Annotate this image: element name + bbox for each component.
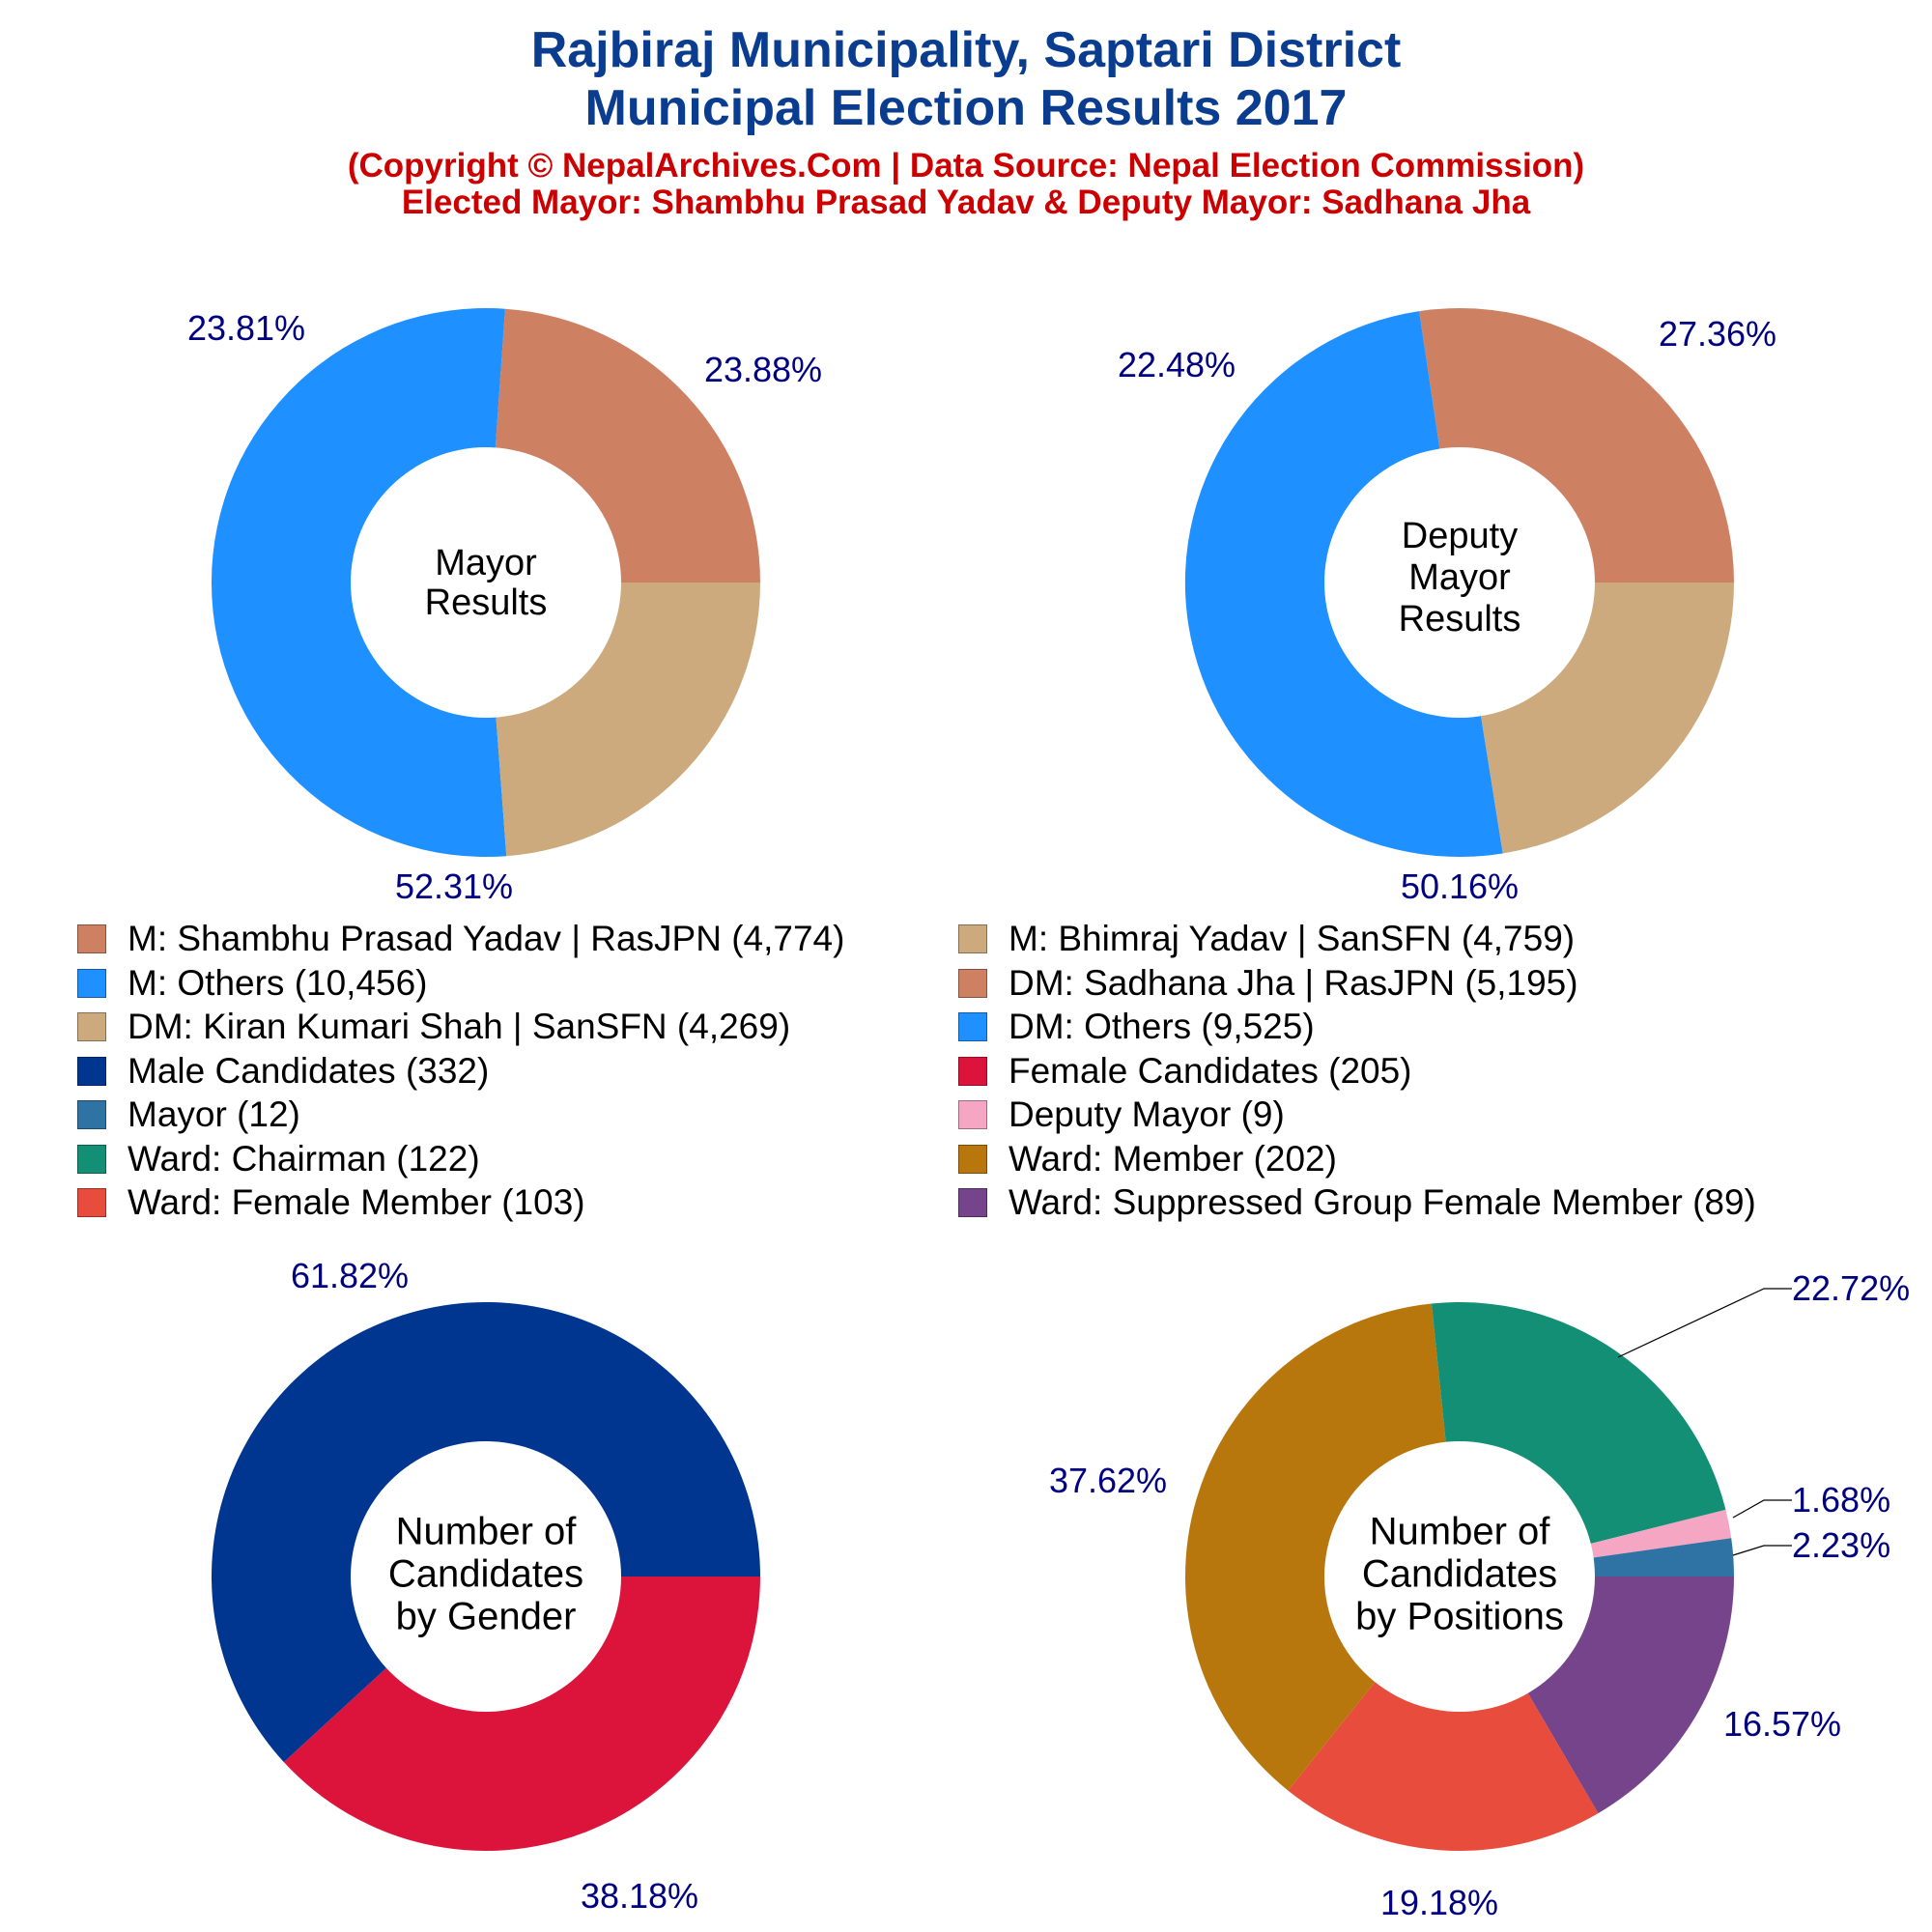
legend-swatch <box>77 924 106 953</box>
legend-item: M: Bhimraj Yadav | SanSFN (4,759) <box>958 919 1576 958</box>
legend-label: Mayor (12) <box>128 1094 300 1134</box>
percent-label: 1.68% <box>1792 1480 1890 1520</box>
legend-swatch <box>77 968 106 998</box>
legend-swatch <box>77 1100 106 1129</box>
legend-item: Mayor (12) <box>77 1094 300 1134</box>
legend-swatch <box>958 924 987 953</box>
elected-officials-subtitle: Elected Mayor: Shambhu Prasad Yadav & De… <box>401 184 1531 221</box>
slice-female-candidates <box>283 1577 760 1851</box>
donut-hole <box>351 1441 621 1712</box>
legend-swatch <box>958 1188 987 1217</box>
legend-item: DM: Kiran Kumari Shah | SanSFN (4,269) <box>77 1007 791 1046</box>
percent-label: 61.82% <box>291 1256 409 1295</box>
legend-item: Deputy Mayor (9) <box>958 1094 1285 1134</box>
leader-line <box>1732 1545 1792 1556</box>
donut-hole <box>1324 1441 1595 1712</box>
legend-swatch <box>958 1056 987 1086</box>
center-label: Candidates <box>1362 1553 1557 1596</box>
center-label: Results <box>425 582 548 623</box>
legend-label: DM: Sadhana Jha | RasJPN (5,195) <box>1009 962 1578 1003</box>
legend-item: DM: Sadhana Jha | RasJPN (5,195) <box>958 962 1578 1003</box>
percent-label: 19.18% <box>1380 1883 1498 1922</box>
slice-ward-female-member <box>1288 1577 1599 1852</box>
center-label: Results <box>1399 599 1521 639</box>
legend-item: Male Candidates (332) <box>77 1050 490 1091</box>
center-label: by Positions <box>1355 1596 1564 1638</box>
legend-label: DM: Others (9,525) <box>1009 1007 1315 1046</box>
percent-label: 16.57% <box>1723 1704 1841 1744</box>
slice-ward-member <box>1184 1303 1460 1791</box>
legend-label: Male Candidates (332) <box>128 1050 490 1091</box>
legend-label: M: Bhimraj Yadav | SanSFN (4,759) <box>1009 919 1576 958</box>
donut-chart-4: 16.57% 19.18% 37.62% 22.72% 1.68% 2.23% Number… <box>1049 1268 1910 1922</box>
legend-swatch <box>958 1012 987 1041</box>
legend-label: Ward: Female Member (103) <box>128 1182 585 1222</box>
legend-swatch <box>958 1100 987 1129</box>
legend-item: Female Candidates (205) <box>958 1050 1412 1091</box>
center-label: Deputy <box>1402 516 1518 556</box>
page-title-line-1: Rajbiraj Municipality, Saptari District <box>530 22 1402 78</box>
percent-label: 2.23% <box>1792 1525 1890 1565</box>
donut-hole <box>1324 447 1595 718</box>
leader-line <box>1732 1499 1792 1519</box>
legend-item: Ward: Chairman (122) <box>77 1138 480 1179</box>
legend-item: M: Others (10,456) <box>77 962 428 1003</box>
center-label: Number of <box>1370 1511 1551 1553</box>
legend-label: Deputy Mayor (9) <box>1009 1094 1285 1134</box>
leader-line <box>1617 1288 1792 1358</box>
legend-label: Ward: Member (202) <box>1009 1138 1337 1179</box>
percent-label: 38.18% <box>581 1876 698 1916</box>
center-label: by Gender <box>396 1596 577 1638</box>
legend-label: M: Others (10,456) <box>128 962 428 1003</box>
legend-label: M: Shambhu Prasad Yadav | RasJPN (4,774) <box>128 919 845 958</box>
center-label: Mayor <box>435 543 537 583</box>
legend-swatch <box>77 1144 106 1174</box>
center-label: Mayor <box>1408 557 1511 598</box>
copyright-subtitle: (Copyright © NepalArchives.Com | Data So… <box>347 147 1585 185</box>
percent-label: 22.72% <box>1792 1268 1910 1308</box>
donut-hole <box>351 447 621 718</box>
legend-item: M: Shambhu Prasad Yadav | RasJPN (4,774) <box>77 919 845 958</box>
percent-label: 50.16% <box>1401 867 1519 906</box>
percent-label: 23.88% <box>704 350 822 389</box>
legend-item: Ward: Female Member (103) <box>77 1182 585 1222</box>
percent-label: 23.81% <box>187 308 305 348</box>
center-label: Candidates <box>388 1553 583 1596</box>
legend-swatch <box>77 1056 106 1086</box>
legend-swatch <box>77 1188 106 1217</box>
percent-label: 37.62% <box>1049 1461 1167 1500</box>
legend-swatch <box>958 1144 987 1174</box>
percent-label: 27.36% <box>1659 314 1776 354</box>
legend-item: Ward: Member (202) <box>958 1138 1337 1179</box>
legend-item: Ward: Suppressed Group Female Member (89… <box>958 1182 1756 1222</box>
percent-label: 52.31% <box>395 867 513 906</box>
percent-label: 22.48% <box>1118 345 1236 384</box>
legend-item: DM: Others (9,525) <box>958 1007 1315 1046</box>
legend-label: Female Candidates (205) <box>1009 1050 1412 1091</box>
legend-label: Ward: Chairman (122) <box>128 1138 480 1179</box>
legend-label: Ward: Suppressed Group Female Member (89… <box>1009 1182 1756 1222</box>
page-title-line-2: Municipal Election Results 2017 <box>584 80 1348 136</box>
legend-label: DM: Kiran Kumari Shah | SanSFN (4,269) <box>128 1007 791 1046</box>
center-label: Number of <box>396 1511 578 1553</box>
legend-swatch <box>77 1012 106 1041</box>
legend-swatch <box>958 968 987 998</box>
